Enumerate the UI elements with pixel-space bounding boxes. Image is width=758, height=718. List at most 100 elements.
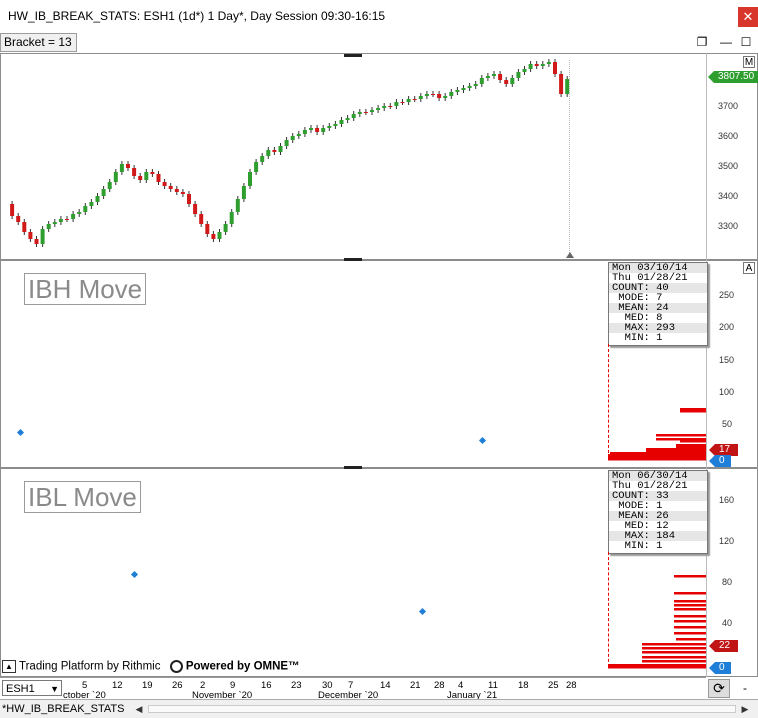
omne-brand: Powered by OMNE™ bbox=[185, 660, 300, 673]
distribution-bar bbox=[642, 651, 706, 654]
distribution-bar bbox=[642, 647, 706, 650]
restore-icon[interactable]: ❐ bbox=[696, 35, 708, 49]
candle-body bbox=[211, 234, 216, 239]
distribution-bar bbox=[680, 440, 706, 443]
candle-body bbox=[363, 112, 368, 113]
rithmic-brand: Trading Platform by Rithmic bbox=[19, 660, 161, 673]
candle-body bbox=[412, 99, 417, 100]
horizontal-scrollbar[interactable] bbox=[148, 705, 736, 713]
ibh-tick: 250 bbox=[719, 290, 735, 300]
candle-body bbox=[546, 62, 551, 64]
candle-body bbox=[119, 164, 124, 172]
stats-end-date: Thu 01/28/21 bbox=[612, 480, 688, 492]
distribution-bar bbox=[680, 410, 706, 413]
expand-icon[interactable]: ▲ bbox=[2, 660, 16, 673]
scroll-left-button[interactable]: ◀ bbox=[135, 704, 143, 714]
candle-body bbox=[34, 239, 39, 244]
candle-body bbox=[534, 64, 539, 66]
price-tick: 3600 bbox=[718, 131, 739, 141]
scroll-right-button[interactable]: ▶ bbox=[741, 704, 749, 714]
splitter-handle[interactable] bbox=[344, 54, 362, 57]
ibl-zero-arrow bbox=[709, 662, 715, 674]
candle-body bbox=[22, 222, 27, 232]
minimize-icon[interactable]: — bbox=[720, 35, 732, 49]
auto-scale-button[interactable]: A bbox=[743, 262, 755, 274]
x-tick-label: 25 bbox=[548, 680, 559, 691]
candle-body bbox=[52, 222, 57, 224]
close-button[interactable]: ✕ bbox=[738, 7, 758, 27]
ibh-zero-tag: 0 bbox=[715, 455, 731, 467]
candle-body bbox=[58, 219, 63, 222]
symbol-selector[interactable]: ESH1 ▼ bbox=[2, 680, 62, 696]
stats-count: COUNT: 33 bbox=[609, 491, 707, 501]
x-tick-label: 28 bbox=[434, 680, 445, 691]
distribution-bar bbox=[680, 408, 706, 411]
candle-body bbox=[437, 94, 442, 98]
candle-body bbox=[498, 74, 503, 80]
candle-body bbox=[187, 194, 191, 204]
candle-body bbox=[540, 64, 545, 66]
x-tick-label: 5 bbox=[82, 680, 88, 691]
candle-body bbox=[284, 140, 289, 146]
candle-body bbox=[113, 172, 118, 182]
candle-body bbox=[89, 202, 94, 206]
ibl-zero-tag: 0 bbox=[715, 662, 731, 674]
price-tick: 3500 bbox=[718, 161, 739, 171]
candle-body bbox=[40, 229, 45, 244]
candle-body bbox=[473, 84, 478, 86]
splitter-handle[interactable] bbox=[344, 258, 362, 261]
chevron-down-icon[interactable]: ▼ bbox=[50, 684, 59, 694]
distribution-bar bbox=[674, 592, 706, 595]
x-tick-label: 4 bbox=[458, 680, 464, 691]
x-tick-label: 19 bbox=[142, 680, 153, 691]
candle-body bbox=[443, 96, 448, 98]
candle-body bbox=[77, 212, 82, 214]
reload-icon[interactable]: ⟳ bbox=[708, 679, 730, 698]
x-month-label: ctober `20 bbox=[63, 690, 106, 701]
ibh-title: IBH Move bbox=[24, 273, 147, 305]
candle-body bbox=[406, 99, 411, 102]
x-tick-label: 7 bbox=[348, 680, 354, 691]
candle-body bbox=[455, 90, 460, 92]
price-candles bbox=[10, 59, 570, 247]
candle-body bbox=[199, 214, 204, 224]
ibh-stats-box: Mon 03/10/14 Thu 01/28/21 COUNT: 40 MODE… bbox=[608, 262, 708, 346]
omne-logo-icon bbox=[169, 660, 183, 673]
ibl-tag-arrow bbox=[709, 640, 715, 652]
stats-start-date: Mon 03/10/14 bbox=[609, 263, 707, 273]
signal-marker bbox=[130, 570, 139, 579]
price-tick: 3300 bbox=[718, 221, 739, 231]
distribution-bar bbox=[608, 666, 706, 669]
candle-body bbox=[235, 199, 240, 212]
candle-body bbox=[266, 150, 271, 156]
stats-mean: MEAN: 24 bbox=[609, 303, 707, 313]
stats-start-date: Mon 06/30/14 bbox=[609, 471, 707, 481]
candle-body bbox=[388, 106, 393, 107]
maximize-icon[interactable]: ☐ bbox=[740, 35, 752, 49]
candle-body bbox=[162, 182, 167, 186]
candle-body bbox=[467, 86, 472, 88]
minus-button[interactable]: - bbox=[743, 681, 747, 695]
candle-body bbox=[156, 174, 161, 182]
candle-body bbox=[400, 102, 405, 103]
stats-min: MIN: 1 bbox=[612, 540, 663, 552]
splitter-handle[interactable] bbox=[344, 466, 362, 469]
pin-button[interactable]: M bbox=[743, 56, 755, 68]
price-tag-arrow bbox=[708, 71, 714, 83]
candle-body bbox=[485, 76, 490, 78]
bracket-label[interactable]: Bracket = 13 bbox=[0, 33, 77, 52]
x-tick-label: 12 bbox=[112, 680, 123, 691]
distribution-bar bbox=[646, 448, 706, 451]
stats-max: MAX: 184 bbox=[609, 531, 707, 541]
price-tick: 3400 bbox=[718, 191, 739, 201]
distribution-bar bbox=[608, 454, 706, 457]
tab-hw-ib-break-stats[interactable]: *HW_IB_BREAK_STATS bbox=[2, 703, 125, 715]
candle-body bbox=[370, 110, 374, 112]
title-bar: HW_IB_BREAK_STATS: ESH1 (1d*) 1 Day*, Da… bbox=[0, 0, 758, 33]
candle-body bbox=[376, 108, 381, 110]
distribution-bar bbox=[676, 446, 706, 449]
candle-body bbox=[107, 182, 112, 189]
distribution-bar bbox=[676, 444, 706, 447]
x-tick-label: 14 bbox=[380, 680, 391, 691]
candle-body bbox=[28, 232, 33, 239]
